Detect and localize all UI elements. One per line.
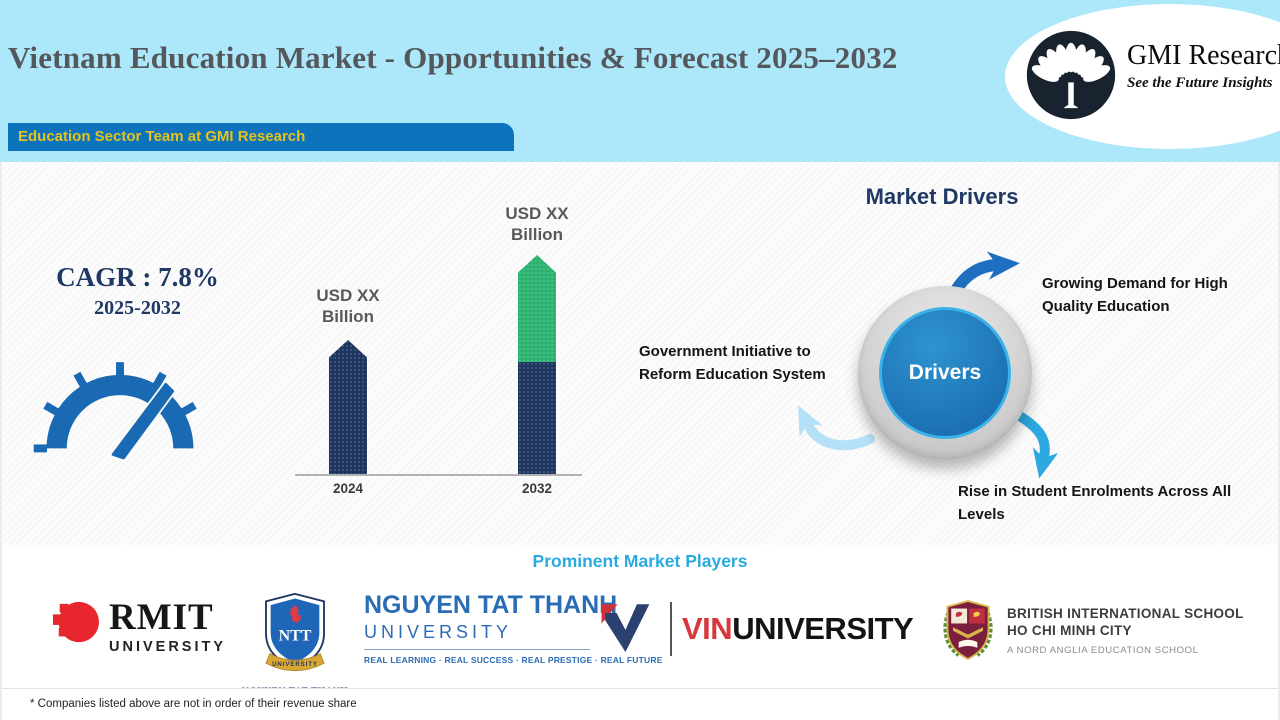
x-tick-2032: 2032 (521, 481, 553, 496)
speedometer-icon (33, 362, 197, 462)
x-axis (295, 474, 582, 476)
gmi-logo-name: GMI Research (1127, 40, 1280, 71)
gmi-logo: GMI Research See the Future Insights (1005, 4, 1280, 149)
bis-crest-icon (943, 600, 993, 660)
svg-text:UNIVERSITY: UNIVERSITY (272, 661, 318, 668)
ntt-shield-icon: NTT UNIVERSITY (265, 592, 325, 672)
svg-text:NTT: NTT (279, 628, 312, 645)
bar-value-label-2032: USD XX Billion (505, 204, 569, 244)
cagr-period: 2025-2032 (94, 297, 181, 319)
driver-item-2: Government Initiative to Reform Educatio… (639, 343, 826, 383)
bis-line2: HO CHI MINH CITY (1007, 623, 1132, 638)
ntt-tagline: REAL LEARNING · REAL SUCCESS · REAL PRES… (364, 655, 663, 665)
footnote-text: * Companies listed above are not in orde… (30, 698, 357, 710)
ntt-divider (364, 649, 590, 650)
header: Vietnam Education Market - Opportunities… (0, 0, 1280, 162)
vinuniversity-name-prefix: VIN (682, 611, 733, 646)
drivers-circle-label: Drivers (908, 361, 982, 384)
vinuniversity-name-suffix: UNIVERSITY (732, 611, 914, 646)
bis-text: BRITISH INTERNATIONAL SCHOOL HO CHI MINH… (1007, 597, 1244, 656)
team-banner: Education Sector Team at GMI Research (8, 123, 514, 151)
bar-2032 (518, 255, 556, 474)
page-title: Vietnam Education Market - Opportunities… (8, 40, 898, 75)
bar-2032-growth-segment (518, 255, 556, 362)
bar-2024 (329, 340, 367, 474)
bis-line3: A NORD ANGLIA EDUCATION SCHOOL (1007, 645, 1199, 656)
vinuniversity-logo: VINUNIVERSITY (598, 600, 914, 658)
cagr-value: CAGR : 7.8% (56, 262, 219, 292)
rmit-logo: RMIT UNIVERSITY (52, 597, 227, 655)
gmi-fan-icon (1026, 30, 1116, 120)
main-panel: CAGR : 7.8% 2025-2032 USD XX Billion (2, 162, 1278, 545)
rmit-name: RMIT (109, 597, 214, 638)
players-title: Prominent Market Players (532, 551, 748, 571)
ntt-name: NGUYEN TAT THANH (364, 591, 618, 619)
players-section: Prominent Market Players RMIT UNIVERSITY (2, 545, 1278, 697)
content-frame: CAGR : 7.8% 2025-2032 USD XX Billion (0, 162, 1280, 720)
ntt-shield-wrap: NTT UNIVERSITY NGUYEN TAT THANH (240, 592, 350, 697)
footnote-bar: * Companies listed above are not in orde… (2, 688, 1278, 720)
drivers-circle: Drivers (879, 307, 1011, 439)
bar-2032-base-segment (518, 362, 556, 474)
drivers-title: Market Drivers (865, 184, 1019, 209)
driver-item-3: Rise in Student Enrolments Across All Le… (958, 483, 1232, 523)
vinuniversity-name: VINUNIVERSITY (682, 611, 914, 647)
ntt-sub: UNIVERSITY (364, 622, 513, 642)
bar-value-label-2024: USD XX Billion (316, 286, 380, 326)
cagr-block: CAGR : 7.8% 2025-2032 (30, 262, 245, 320)
vinuniversity-mark-icon (601, 604, 650, 653)
rmit-mark-icon (53, 601, 99, 643)
rmit-text: RMIT UNIVERSITY (109, 597, 227, 655)
bis-logo: BRITISH INTERNATIONAL SCHOOL HO CHI MINH… (940, 597, 1244, 663)
gmi-logo-text: GMI Research See the Future Insights (1127, 40, 1280, 92)
bis-line1: BRITISH INTERNATIONAL SCHOOL (1007, 606, 1244, 621)
rmit-sub: UNIVERSITY (109, 639, 227, 655)
ntt-text: NGUYEN TAT THANH UNIVERSITY REAL LEARNIN… (364, 592, 663, 665)
vinuniversity-divider (670, 602, 672, 656)
gmi-logo-tagline: See the Future Insights (1127, 75, 1273, 91)
x-tick-2024: 2024 (332, 481, 364, 496)
driver-item-1: Growing Demand for High Quality Educatio… (1042, 275, 1228, 315)
